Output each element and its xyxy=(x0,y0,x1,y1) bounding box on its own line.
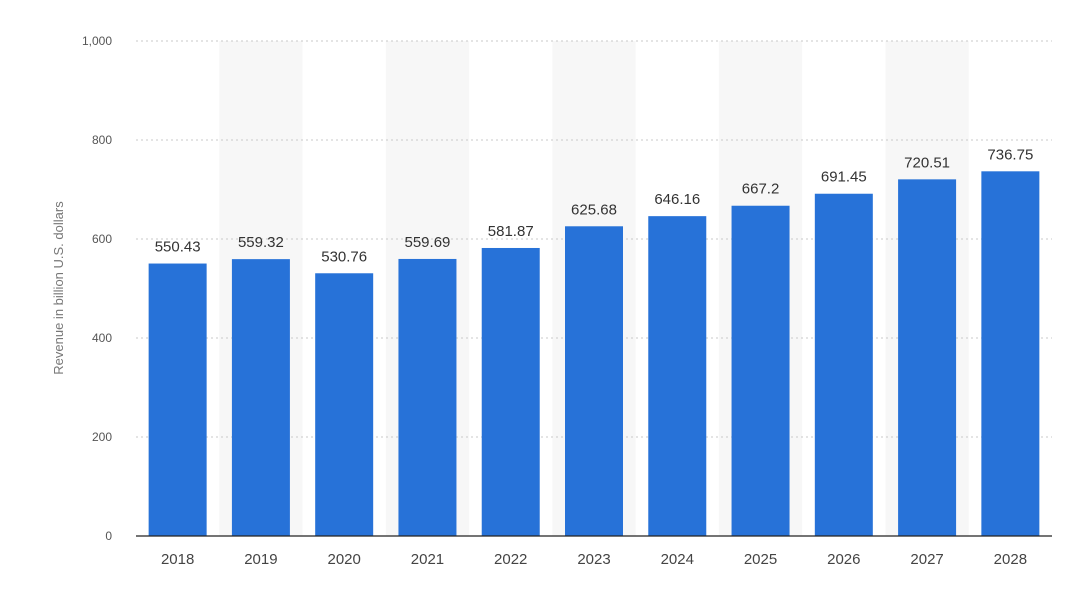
bar-value-label: 720.51 xyxy=(904,154,950,171)
y-tick-label: 1,000 xyxy=(82,34,112,48)
x-tick-label: 2023 xyxy=(577,551,610,568)
y-tick-label: 800 xyxy=(92,133,112,147)
x-tick-label: 2027 xyxy=(910,551,943,568)
x-tick-label: 2025 xyxy=(744,551,777,568)
bar xyxy=(648,216,707,536)
bar-value-label: 559.69 xyxy=(405,234,451,251)
bar xyxy=(898,179,957,537)
bar xyxy=(231,259,290,536)
y-tick-label: 200 xyxy=(92,430,112,444)
y-axis: 0 200 400 600 800 1,000 xyxy=(82,34,112,543)
bar-value-label: 625.68 xyxy=(571,201,617,218)
x-tick-label: 2019 xyxy=(244,551,277,568)
y-tick-label: 400 xyxy=(92,331,112,345)
bar xyxy=(981,171,1040,536)
bar-value-label: 646.16 xyxy=(654,191,700,208)
y-tick-label: 0 xyxy=(105,529,112,543)
bar-value-label: 581.87 xyxy=(488,223,534,240)
bar xyxy=(148,263,207,536)
bar xyxy=(565,226,623,537)
bar-value-label: 736.75 xyxy=(987,146,1033,163)
x-tick-label: 2021 xyxy=(411,551,444,568)
x-tick-label: 2022 xyxy=(494,551,527,568)
bar-value-label: 559.32 xyxy=(238,234,284,251)
bar xyxy=(481,247,540,536)
bar-value-label: 691.45 xyxy=(821,169,867,186)
x-tick-label: 2026 xyxy=(827,551,860,568)
bar xyxy=(814,193,873,537)
bar xyxy=(398,258,457,536)
bar xyxy=(315,273,374,536)
bars xyxy=(148,171,1040,537)
bar-value-label: 530.76 xyxy=(321,248,367,265)
y-axis-title: Revenue in billion U.S. dollars xyxy=(51,201,66,375)
x-tick-label: 2020 xyxy=(327,551,360,568)
x-tick-label: 2028 xyxy=(994,551,1027,568)
x-tick-label: 2024 xyxy=(661,551,694,568)
bar-value-label: 667.2 xyxy=(742,181,780,198)
value-labels: 550.43 559.32 530.76 559.69 581.87 625.68 646.… xyxy=(155,146,1034,265)
x-axis: 2018 2019 2020 2021 2022 2023 2024 2025 2026 2027… xyxy=(136,535,1052,568)
y-tick-label: 600 xyxy=(92,232,112,246)
bar xyxy=(731,205,790,536)
x-tick-label: 2018 xyxy=(161,551,194,568)
bar-value-label: 550.43 xyxy=(155,239,201,256)
